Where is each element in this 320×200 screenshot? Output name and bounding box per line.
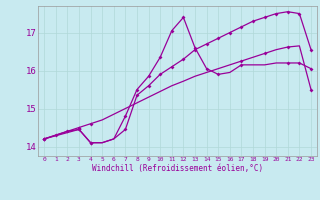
- X-axis label: Windchill (Refroidissement éolien,°C): Windchill (Refroidissement éolien,°C): [92, 164, 263, 173]
